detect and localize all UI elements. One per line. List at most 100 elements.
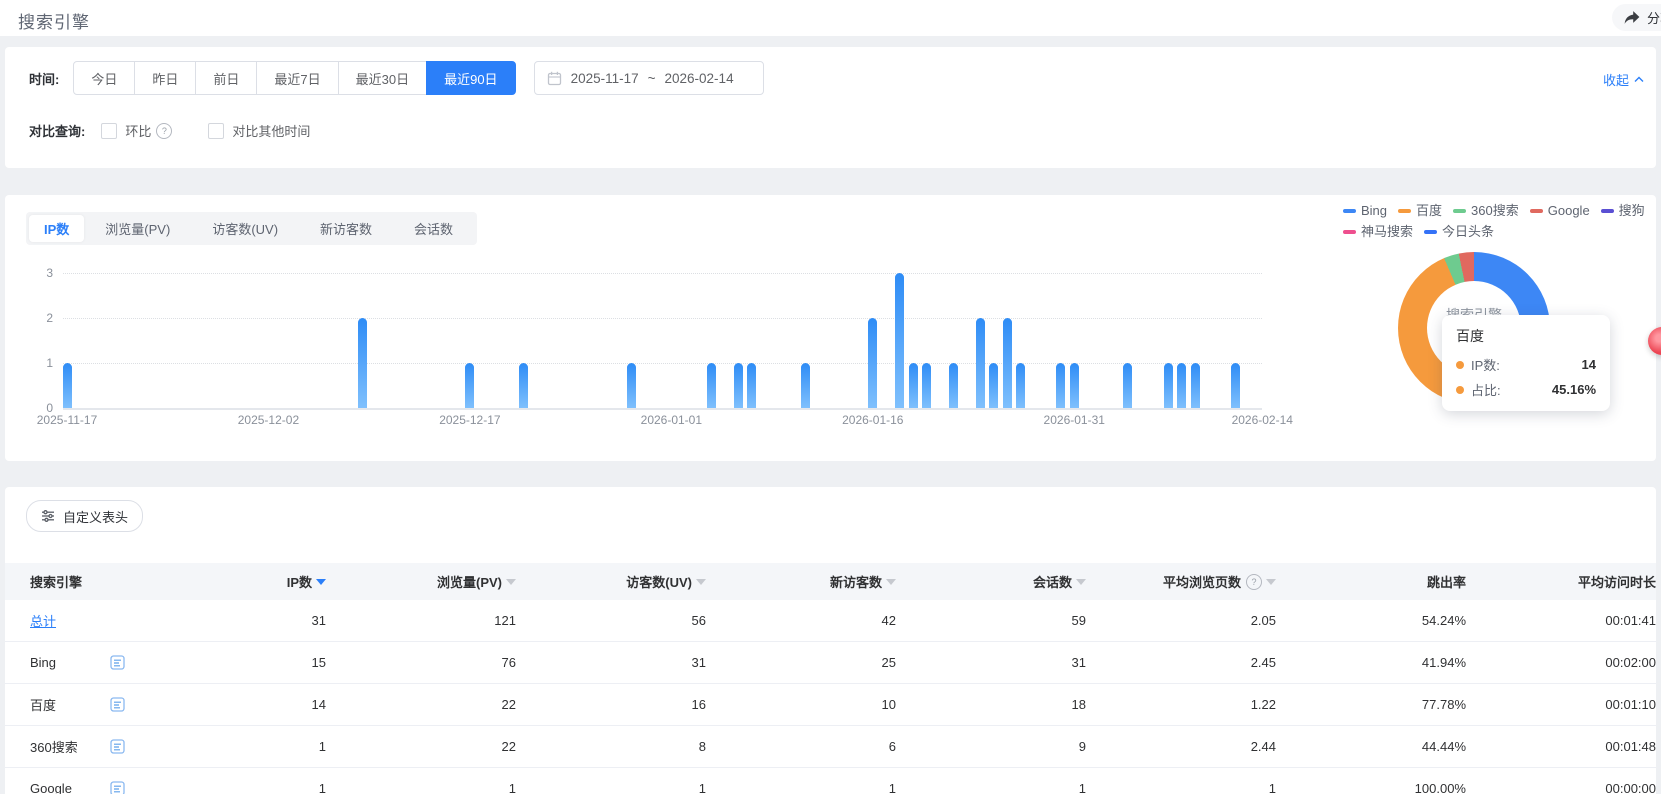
bar-2026-01-16[interactable] — [868, 318, 877, 408]
bar-2026-02-09[interactable] — [1191, 363, 1200, 408]
time-button-前日[interactable]: 前日 — [195, 61, 257, 95]
metric-cell: 00:01:48 — [1466, 739, 1656, 754]
metric-cell: 1 — [1086, 781, 1276, 794]
metric-cell: 56 — [516, 613, 706, 628]
metric-cell: 42 — [706, 613, 896, 628]
legend-item-百度[interactable]: 百度 — [1398, 201, 1442, 221]
metric-cell: 25 — [706, 655, 896, 670]
bar-2026-01-06[interactable] — [734, 363, 743, 408]
legend-item-搜狗[interactable]: 搜狗 — [1601, 201, 1645, 221]
time-button-最近7日[interactable]: 最近7日 — [256, 61, 338, 95]
total-link[interactable]: 总计 — [30, 611, 110, 630]
calendar-icon — [547, 71, 562, 86]
metric-cell: 14 — [136, 697, 326, 712]
bar-2026-02-08[interactable] — [1177, 363, 1186, 408]
tab-新访客数[interactable]: 新访客数 — [299, 215, 393, 242]
metric-cell: 2.45 — [1086, 655, 1276, 670]
legend-marker-icon — [1343, 230, 1356, 234]
compare-label: 对比查询: — [29, 121, 85, 140]
bar-2026-01-30[interactable] — [1056, 363, 1065, 408]
tab-访客数(UV)[interactable]: 访客数(UV) — [191, 215, 299, 242]
time-button-昨日[interactable]: 昨日 — [134, 61, 196, 95]
engine-detail-icon[interactable] — [110, 655, 125, 670]
sort-caret-icon[interactable] — [316, 579, 326, 585]
engine-name: Bing — [30, 655, 110, 670]
bar-2026-01-31[interactable] — [1070, 363, 1079, 408]
help-icon[interactable]: ? — [1246, 574, 1262, 590]
collapse-toggle[interactable]: 收起 — [1603, 70, 1644, 89]
time-button-最近30日[interactable]: 最近30日 — [338, 61, 427, 95]
tooltip-row-value: 14 — [1582, 357, 1596, 372]
bar-2025-12-09[interactable] — [358, 318, 367, 408]
legend-item-神马搜索[interactable]: 神马搜索 — [1343, 222, 1413, 242]
legend-label: 搜狗 — [1619, 201, 1645, 221]
time-button-最近90日[interactable]: 最近90日 — [426, 61, 515, 95]
table-body: 总计311215642592.0554.24%00:01:41Bing15763… — [5, 600, 1656, 794]
metric-cell: 2.05 — [1086, 613, 1276, 628]
sort-caret-icon[interactable] — [886, 579, 896, 585]
other-time-checkbox[interactable] — [208, 123, 224, 139]
engine-detail-icon[interactable] — [110, 697, 125, 712]
ring-compare-checkbox[interactable] — [101, 123, 117, 139]
column-header-浏览量(PV): 浏览量(PV) — [326, 572, 516, 591]
legend-item-Google[interactable]: Google — [1530, 201, 1590, 221]
bar-2025-12-17[interactable] — [465, 363, 474, 408]
column-header-平均浏览页数: 平均浏览页数? — [1086, 572, 1276, 591]
legend-item-今日头条[interactable]: 今日头条 — [1424, 222, 1494, 242]
tab-IP数[interactable]: IP数 — [29, 215, 84, 242]
legend-item-360搜索[interactable]: 360搜索 — [1453, 201, 1519, 221]
engine-cell: 360搜索 — [5, 737, 136, 756]
tooltip-row: 占比:45.16% — [1456, 380, 1596, 399]
series-marker-icon — [1456, 361, 1464, 369]
metric-cell: 00:01:41 — [1466, 613, 1656, 628]
engine-cell: Google — [5, 781, 136, 794]
metric-cell: 31 — [896, 655, 1086, 670]
tab-会话数[interactable]: 会话数 — [393, 215, 474, 242]
bar-2026-02-04[interactable] — [1123, 363, 1132, 408]
date-range-start: 2025-11-17 — [571, 71, 639, 86]
sort-caret-icon[interactable] — [506, 579, 516, 585]
metric-cell: 54.24% — [1276, 613, 1466, 628]
bar-2026-01-18[interactable] — [895, 273, 904, 408]
metric-cell: 1 — [706, 781, 896, 794]
sort-caret-icon[interactable] — [1076, 579, 1086, 585]
bar-2026-01-22[interactable] — [949, 363, 958, 408]
share-label: 分享 — [1647, 8, 1661, 27]
metric-cell: 31 — [136, 613, 326, 628]
date-range-picker[interactable]: 2025-11-17 ~ 2026-02-14 — [534, 61, 764, 95]
ring-compare-option: 环比 — [125, 121, 151, 140]
bar-2026-01-19[interactable] — [909, 363, 918, 408]
sort-caret-icon[interactable] — [696, 579, 706, 585]
metric-cell: 1 — [516, 781, 706, 794]
bar-2025-11-17[interactable] — [63, 363, 72, 408]
bar-2026-02-07[interactable] — [1164, 363, 1173, 408]
column-header-label: 跳出率 — [1427, 572, 1466, 591]
engine-detail-icon[interactable] — [110, 781, 125, 794]
share-button[interactable]: 分享 — [1612, 4, 1661, 31]
engine-cell: Bing — [5, 655, 136, 670]
help-icon[interactable]: ? — [156, 123, 172, 139]
bar-2026-02-12[interactable] — [1231, 363, 1240, 408]
customize-header-button[interactable]: 自定义表头 — [26, 500, 143, 532]
chart-legend: Bing 百度 360搜索 Google 搜狗神马搜索今日头条 — [1343, 201, 1648, 242]
bar-2026-01-20[interactable] — [922, 363, 931, 408]
bar-2026-01-27[interactable] — [1016, 363, 1025, 408]
bar-2026-01-04[interactable] — [707, 363, 716, 408]
topbar: 搜索引擎 分享 — [0, 0, 1661, 36]
filter-panel: 时间: 今日昨日前日最近7日最近30日最近90日 2025-11-17 ~ 20… — [5, 47, 1656, 168]
bar-2025-12-21[interactable] — [519, 363, 528, 408]
legend-item-Bing[interactable]: Bing — [1343, 201, 1387, 221]
tab-浏览量(PV)[interactable]: 浏览量(PV) — [84, 215, 191, 242]
bar-2026-01-07[interactable] — [747, 363, 756, 408]
share-icon — [1624, 10, 1640, 25]
bar-2026-01-11[interactable] — [801, 363, 810, 408]
bar-2026-01-25[interactable] — [989, 363, 998, 408]
engine-detail-icon[interactable] — [110, 739, 125, 754]
bar-2026-01-24[interactable] — [976, 318, 985, 408]
sort-caret-icon[interactable] — [1266, 579, 1276, 585]
column-header-跳出率: 跳出率 — [1276, 572, 1466, 591]
bar-2026-01-26[interactable] — [1003, 318, 1012, 408]
bar-2025-12-29[interactable] — [627, 363, 636, 408]
time-button-今日[interactable]: 今日 — [73, 61, 135, 95]
metric-cell: 22 — [326, 697, 516, 712]
